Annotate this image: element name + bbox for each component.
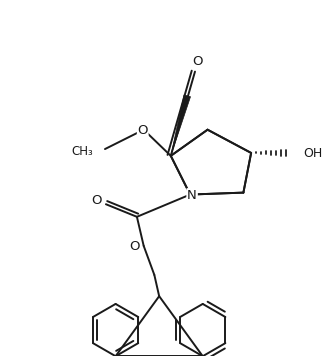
Text: O: O	[138, 124, 148, 137]
Text: OH: OH	[304, 147, 323, 160]
Text: N: N	[187, 189, 197, 202]
Polygon shape	[171, 95, 190, 156]
Text: O: O	[129, 240, 139, 253]
Text: O: O	[193, 55, 203, 68]
Text: O: O	[193, 55, 203, 68]
Text: CH₃: CH₃	[72, 146, 93, 159]
Text: N: N	[187, 189, 197, 202]
Text: O: O	[91, 194, 101, 207]
Text: OH: OH	[304, 147, 323, 160]
